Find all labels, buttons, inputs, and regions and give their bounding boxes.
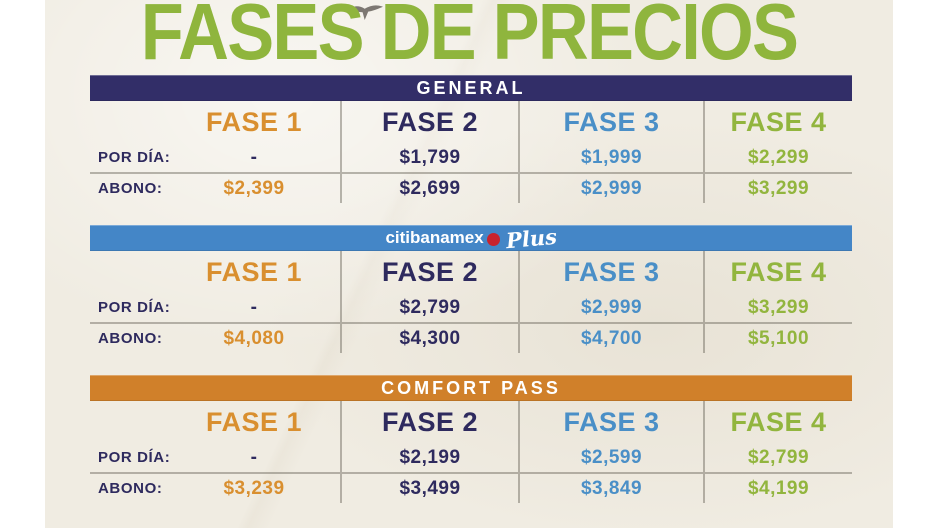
price-table-comfort-pass: FASE 1 FASE 2 FASE 3 FASE 4 POR DÍA: - $…: [90, 401, 852, 503]
price-abono-fase-4: $4,199: [703, 472, 852, 503]
price-per-day-fase-4: $3,299: [703, 293, 852, 322]
row-label-abono: ABONO:: [90, 322, 168, 353]
phase-header-fase-3: FASE 3: [518, 101, 703, 143]
price-per-day-fase-1: -: [250, 446, 258, 468]
section-header-label: COMFORT PASS: [381, 377, 561, 398]
row-label-per-day: POR DÍA:: [98, 149, 171, 166]
price-per-day-fase-2: $1,799: [340, 143, 518, 172]
phase-header-fase-1: FASE 1: [205, 256, 303, 287]
price-abono-fase-1: $4,080: [168, 322, 340, 353]
price-abono-fase-4: $5,100: [703, 322, 852, 353]
banamex-dot-icon: [486, 232, 500, 246]
phase-header-fase-2: FASE 2: [340, 401, 518, 443]
price-abono-fase-1: $3,239: [168, 472, 340, 503]
price-abono-fase-1: $2,399: [168, 172, 340, 203]
price-per-day-fase-1: -: [250, 296, 258, 318]
row-label-per-day: POR DÍA:: [98, 449, 171, 466]
price-abono-fase-2: $2,699: [340, 172, 518, 203]
phase-header-fase-4: FASE 4: [703, 251, 852, 293]
plus-script-label: Plus: [504, 223, 558, 253]
price-per-day-fase-3: $1,999: [518, 143, 703, 172]
price-per-day-fase-4: $2,299: [703, 143, 852, 172]
price-per-day-fase-3: $2,999: [518, 293, 703, 322]
price-abono-fase-4: $3,299: [703, 172, 852, 203]
price-abono-fase-3: $4,700: [518, 322, 703, 353]
section-header-comfort-pass: COMFORT PASS: [90, 375, 852, 401]
price-table-general: FASE 1 FASE 2 FASE 3 FASE 4 POR DÍA: - $…: [90, 101, 852, 203]
citibanamex-logo: citibanamex: [385, 228, 484, 247]
paper-background: FASES DE PRECIOS GENERAL FASE 1 FASE 2 F…: [45, 0, 893, 528]
phase-header-fase-3: FASE 3: [518, 251, 703, 293]
phase-header-fase-3: FASE 3: [518, 401, 703, 443]
corner-cell: [90, 101, 168, 143]
price-table-citibanamex-plus: FASE 1 FASE 2 FASE 3 FASE 4 POR DÍA: - $…: [90, 251, 852, 353]
price-per-day-fase-2: $2,799: [340, 293, 518, 322]
row-label-abono: ABONO:: [90, 172, 168, 203]
section-header-citibanamex-plus: citibanamex Plus: [90, 223, 852, 253]
page-title: FASES DE PRECIOS: [140, 0, 799, 76]
phase-header-fase-2: FASE 2: [340, 101, 518, 143]
section-header-label: GENERAL: [416, 77, 526, 98]
section-header-general: GENERAL: [90, 75, 852, 101]
phase-header-fase-4: FASE 4: [703, 401, 852, 443]
phase-header-fase-1: FASE 1: [205, 106, 303, 137]
price-per-day-fase-2: $2,199: [340, 443, 518, 472]
phase-header-fase-4: FASE 4: [703, 101, 852, 143]
price-per-day-fase-4: $2,799: [703, 443, 852, 472]
row-label-abono: ABONO:: [90, 472, 168, 503]
bird-mark-icon: [345, 5, 383, 21]
price-abono-fase-2: $4,300: [340, 322, 518, 353]
price-abono-fase-2: $3,499: [340, 472, 518, 503]
corner-cell: [90, 251, 168, 293]
price-abono-fase-3: $2,999: [518, 172, 703, 203]
phase-header-fase-2: FASE 2: [340, 251, 518, 293]
price-abono-fase-3: $3,849: [518, 472, 703, 503]
corner-cell: [90, 401, 168, 443]
row-label-per-day: POR DÍA:: [98, 299, 171, 316]
phase-header-fase-1: FASE 1: [205, 406, 303, 437]
price-per-day-fase-3: $2,599: [518, 443, 703, 472]
price-per-day-fase-1: -: [250, 146, 258, 168]
